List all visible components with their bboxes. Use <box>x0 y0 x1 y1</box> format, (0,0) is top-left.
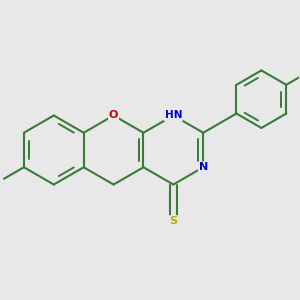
Text: O: O <box>109 110 118 121</box>
Text: HN: HN <box>165 110 182 121</box>
Text: N: N <box>199 162 208 172</box>
Text: S: S <box>169 216 177 226</box>
